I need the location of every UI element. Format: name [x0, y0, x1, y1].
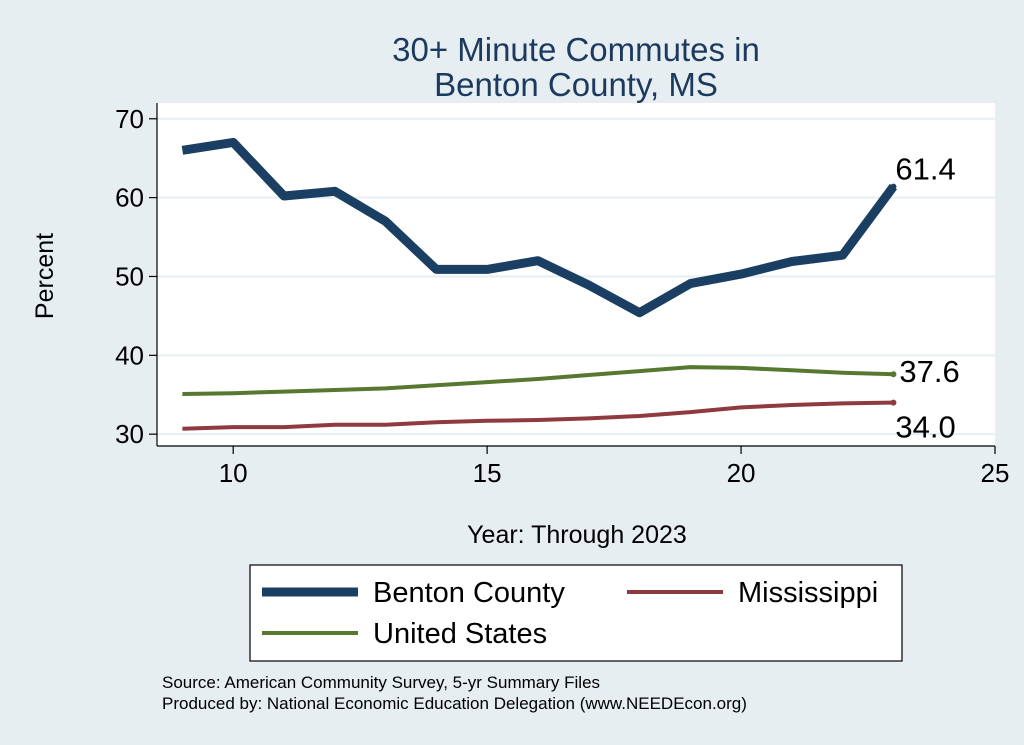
x-tick-label: 10: [219, 458, 248, 488]
x-axis-title: Year: Through 2023: [467, 521, 687, 549]
series-line-benton-county: [181, 137, 898, 318]
end-label-mississippi: 34.0: [895, 410, 955, 445]
chart-title-line-1: 30+ Minute Commutes in: [392, 31, 760, 68]
x-tick-label: 15: [473, 458, 502, 488]
x-tick-label: 25: [981, 458, 1010, 488]
end-labels: 61.4 34.0 37.6: [890, 152, 960, 445]
chart-title-line-2: Benton County, MS: [434, 66, 718, 103]
end-label-united-states: 37.6: [899, 354, 959, 389]
legend-label-benton-county: Benton County: [373, 577, 565, 609]
y-axis-title: Percent: [31, 233, 59, 319]
end-point-united-states: [890, 371, 897, 378]
legend-label-united-states: United States: [373, 618, 547, 650]
end-point-benton-county: [890, 183, 897, 190]
y-tick-label: 30: [115, 419, 144, 449]
legend: Benton County Mississippi United States: [262, 577, 878, 650]
legend-box: [249, 564, 903, 662]
legend-label-mississippi: Mississippi: [738, 577, 878, 609]
y-tick-label: 60: [115, 183, 144, 213]
y-tick-label: 50: [115, 261, 144, 291]
y-tick-label: 70: [115, 104, 144, 134]
series-lines: [181, 137, 898, 431]
series-line-mississippi: [182, 400, 894, 431]
source-note: Source: American Community Survey, 5-yr …: [162, 673, 600, 692]
y-tick-label: 40: [115, 340, 144, 370]
end-point-mississippi: [890, 399, 897, 406]
end-label-benton-county: 61.4: [895, 152, 955, 187]
produced-by-note: Produced by: National Economic Education…: [162, 694, 747, 713]
x-tick-label: 20: [727, 458, 756, 488]
x-axis-ticks: 10 15 20 25: [219, 446, 1010, 488]
series-line-united-states: [182, 365, 894, 396]
y-axis-ticks: 30 40 50 60 70: [115, 104, 157, 449]
